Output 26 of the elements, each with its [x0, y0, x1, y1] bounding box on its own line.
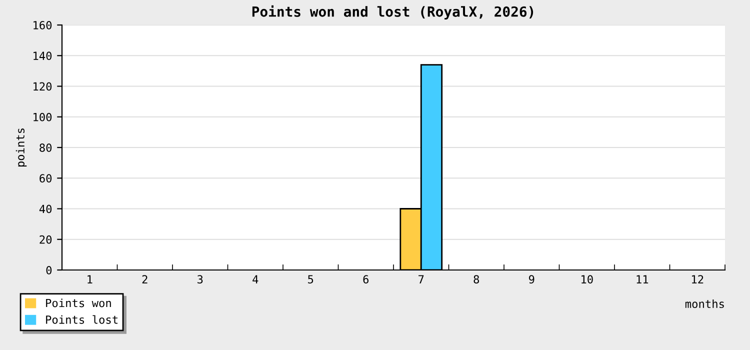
x-tick-label: 6: [363, 275, 368, 284]
x-tick-label: 2: [142, 275, 148, 284]
y-tick-label: 60: [40, 174, 52, 183]
x-axis-title: months: [685, 299, 724, 308]
chart-title: Points won and lost (RoyalX, 2026): [252, 5, 534, 20]
legend-label: Points won: [46, 298, 111, 308]
x-tick-label: 3: [198, 275, 203, 284]
x-tick-label: 8: [474, 275, 480, 284]
x-tick-label: 11: [636, 275, 648, 284]
y-tick-label: 0: [46, 266, 52, 274]
x-tick-label: 12: [692, 275, 704, 284]
x-tick-label: 5: [308, 275, 314, 284]
y-tick-label: 100: [34, 112, 52, 122]
x-tick-label: 4: [252, 275, 258, 284]
y-tick-label: 120: [34, 82, 52, 91]
y-tick-label: 40: [39, 204, 52, 214]
x-tick-label: 7: [418, 275, 424, 284]
x-tick-label: 1: [88, 275, 92, 284]
x-tick-label: 9: [528, 275, 534, 284]
x-tick-label: 10: [582, 275, 593, 284]
y-axis-title: points: [16, 128, 27, 167]
y-tick-label: 160: [34, 21, 52, 30]
y-tick-label: 80: [40, 144, 52, 152]
y-tick-label: 20: [40, 235, 52, 244]
legend-label: Points lost: [46, 315, 118, 324]
y-tick-label: 140: [34, 52, 52, 60]
